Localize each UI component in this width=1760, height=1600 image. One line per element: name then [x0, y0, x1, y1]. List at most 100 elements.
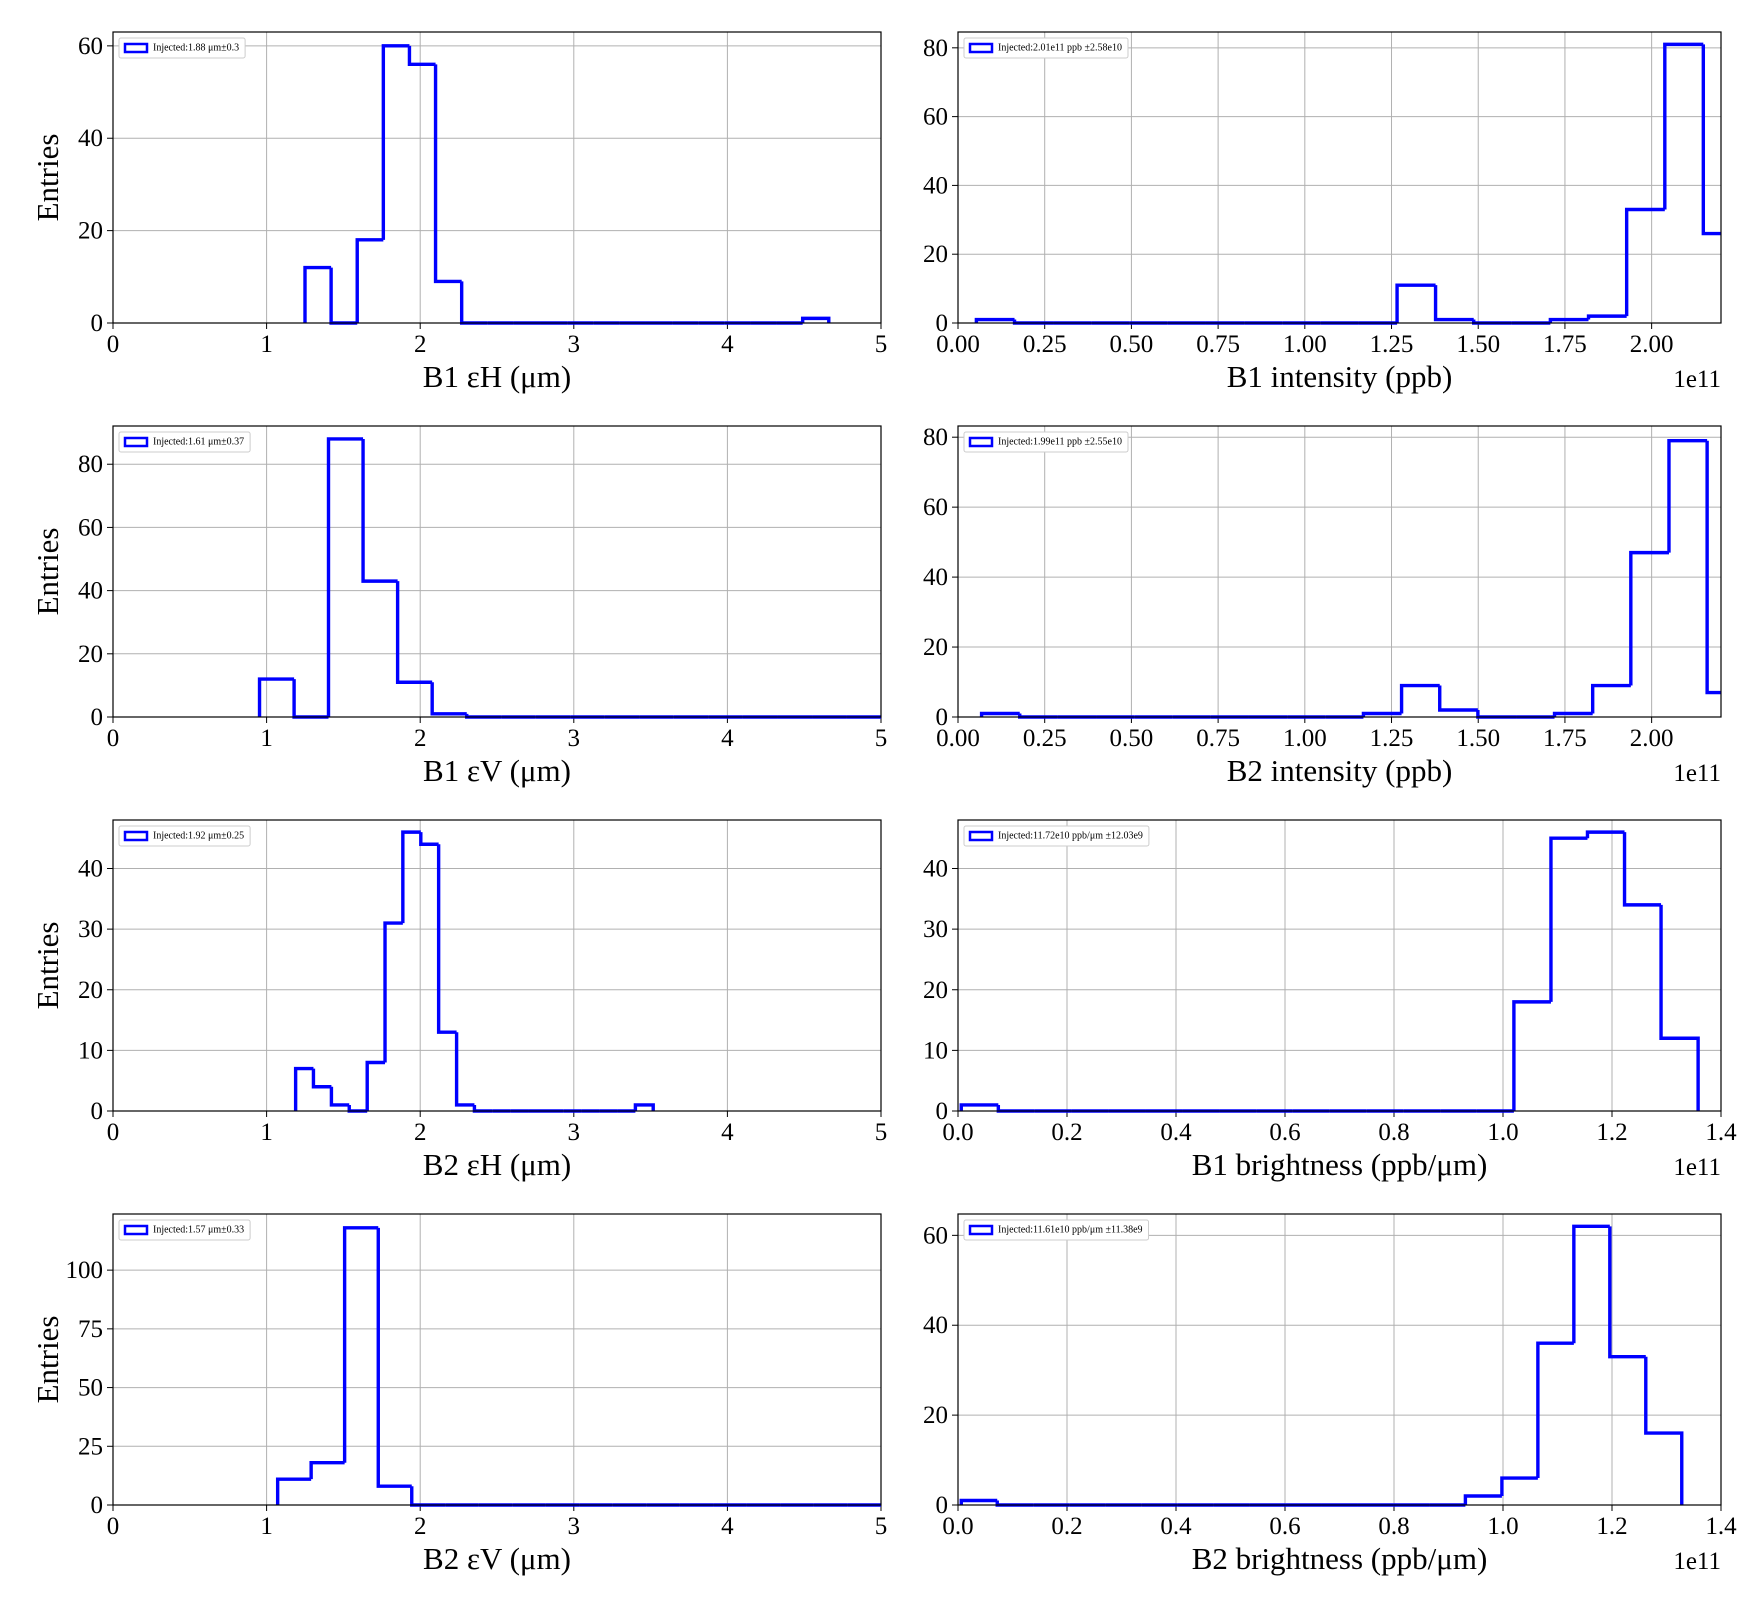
x-tick-label: 1.00	[1283, 725, 1327, 752]
legend-swatch	[123, 1224, 149, 1236]
x-tick-label: 0.25	[1023, 725, 1067, 752]
legend-box	[118, 37, 246, 59]
x-tick-label: 1.0	[1487, 1119, 1518, 1146]
histogram-bin	[1512, 1000, 1551, 1111]
histogram-bin	[1549, 836, 1588, 1002]
histogram-bin	[309, 1461, 345, 1480]
y-tick-label: 60	[923, 494, 948, 521]
x-tick-label: 0.6	[1269, 1513, 1300, 1540]
x-axis-label: B2 εV (μm)	[423, 1541, 571, 1576]
y-tick-label: 80	[923, 424, 948, 451]
plot-frame	[957, 425, 1722, 718]
histogram-bin	[430, 682, 467, 716]
plot-frame	[957, 31, 1722, 324]
x-tick-label: 1	[260, 1119, 273, 1146]
histogram-bin	[365, 1060, 386, 1111]
x-tick-label: 0.00	[936, 331, 980, 358]
histogram-bin	[995, 1500, 1034, 1507]
histogram-bin	[459, 281, 488, 325]
histogram-bin	[959, 1103, 999, 1111]
histogram-bin	[361, 438, 398, 583]
x-tick-label: 1.75	[1543, 725, 1587, 752]
x-tick-label: 0.4	[1160, 1119, 1192, 1146]
histogram-bin	[1361, 711, 1402, 717]
plot-frame	[112, 819, 882, 1112]
histogram-bin	[454, 1032, 475, 1107]
legend-label: Injected:1.57 μm±0.33	[153, 1224, 244, 1235]
legend-swatch	[968, 830, 994, 842]
x-tick-label: 1	[260, 1513, 273, 1540]
y-tick-label: 60	[78, 33, 103, 60]
x-tick-label: 1.2	[1596, 1119, 1627, 1146]
plot-frame	[957, 819, 1722, 1112]
histogram-bin	[410, 1486, 446, 1507]
histogram-bin	[376, 1227, 412, 1488]
legend-label: Injected:1.92 μm±0.25	[153, 830, 244, 841]
legend-swatch	[123, 436, 149, 448]
histogram-bin	[1585, 830, 1625, 839]
plot-frame	[112, 31, 882, 324]
histogram-bin	[1536, 1341, 1574, 1479]
histogram-bin	[1608, 1226, 1646, 1359]
y-tick-label: 20	[78, 218, 103, 245]
histogram-bin	[1438, 685, 1478, 712]
histogram-bin	[1399, 683, 1440, 714]
x-tick-label: 5	[875, 1119, 888, 1146]
histogram-bin	[311, 1068, 332, 1089]
histogram	[959, 830, 1700, 1113]
y-tick-label: 75	[78, 1316, 103, 1343]
legend: Injected:11.72e10 ppb/μm ±12.03e9	[963, 825, 1150, 847]
x-tick-label: 1	[260, 331, 273, 358]
y-tick-label: 30	[78, 916, 103, 943]
histogram-bin	[326, 437, 364, 717]
histogram-bin	[1667, 438, 1708, 553]
y-tick-label: 10	[923, 1037, 948, 1064]
histogram-bin	[1572, 1224, 1610, 1344]
histogram-bin	[1663, 42, 1704, 210]
x-tick-label: 0.25	[1023, 331, 1067, 358]
x-tick-label: 5	[875, 1513, 888, 1540]
histogram-bin	[1622, 832, 1662, 907]
histogram	[257, 437, 881, 719]
histogram	[303, 44, 831, 325]
histogram-bin	[800, 316, 831, 323]
histogram-bin	[347, 1104, 368, 1113]
legend-label: Injected:1.61 μm±0.37	[153, 436, 244, 447]
x-tick-label: 0.50	[1110, 331, 1154, 358]
histogram-bin	[1629, 550, 1669, 686]
y-tick-label: 40	[78, 856, 103, 883]
x-tick-label: 1.4	[1705, 1119, 1737, 1146]
y-tick-label: 0	[936, 1492, 949, 1519]
histogram-bin	[436, 844, 457, 1034]
legend-swatch	[968, 42, 994, 54]
x-axis-label: B1 intensity (ppb)	[1227, 359, 1453, 394]
x-tick-label: 1.0	[1487, 1513, 1518, 1540]
y-tick-label: 40	[923, 1312, 948, 1339]
x-tick-label: 0.4	[1160, 1513, 1192, 1540]
histogram-bin	[1705, 440, 1721, 695]
x-tick-label: 2	[414, 1119, 427, 1146]
y-tick-label: 40	[78, 125, 103, 152]
histogram-bin	[355, 238, 384, 323]
x-axis-label: B1 brightness (ppb/μm)	[1192, 1147, 1488, 1182]
histogram	[974, 42, 1721, 325]
x-tick-label: 0.50	[1110, 725, 1154, 752]
x-tick-label: 4	[721, 1119, 734, 1146]
x-tick-label: 0.2	[1051, 1119, 1082, 1146]
histogram-bin	[342, 1226, 379, 1463]
legend-box	[963, 1219, 1150, 1241]
x-tick-label: 0.8	[1378, 1513, 1409, 1540]
plot-frame	[112, 425, 882, 718]
x-tick-label: 2.00	[1630, 331, 1674, 358]
histogram-bin	[1659, 904, 1700, 1111]
legend-label: Injected:11.61e10 ppb/μm ±11.38e9	[998, 1224, 1143, 1235]
x-tick-label: 3	[568, 1119, 581, 1146]
x-tick-label: 4	[721, 725, 734, 752]
histogram-bin	[1644, 1356, 1684, 1505]
histogram-bin	[472, 1104, 493, 1113]
x-axis-label: B2 brightness (ppb/μm)	[1192, 1541, 1488, 1576]
plot-frame	[112, 1213, 882, 1506]
y-tick-label: 60	[78, 514, 103, 541]
x-tick-label: 1.25	[1370, 725, 1414, 752]
